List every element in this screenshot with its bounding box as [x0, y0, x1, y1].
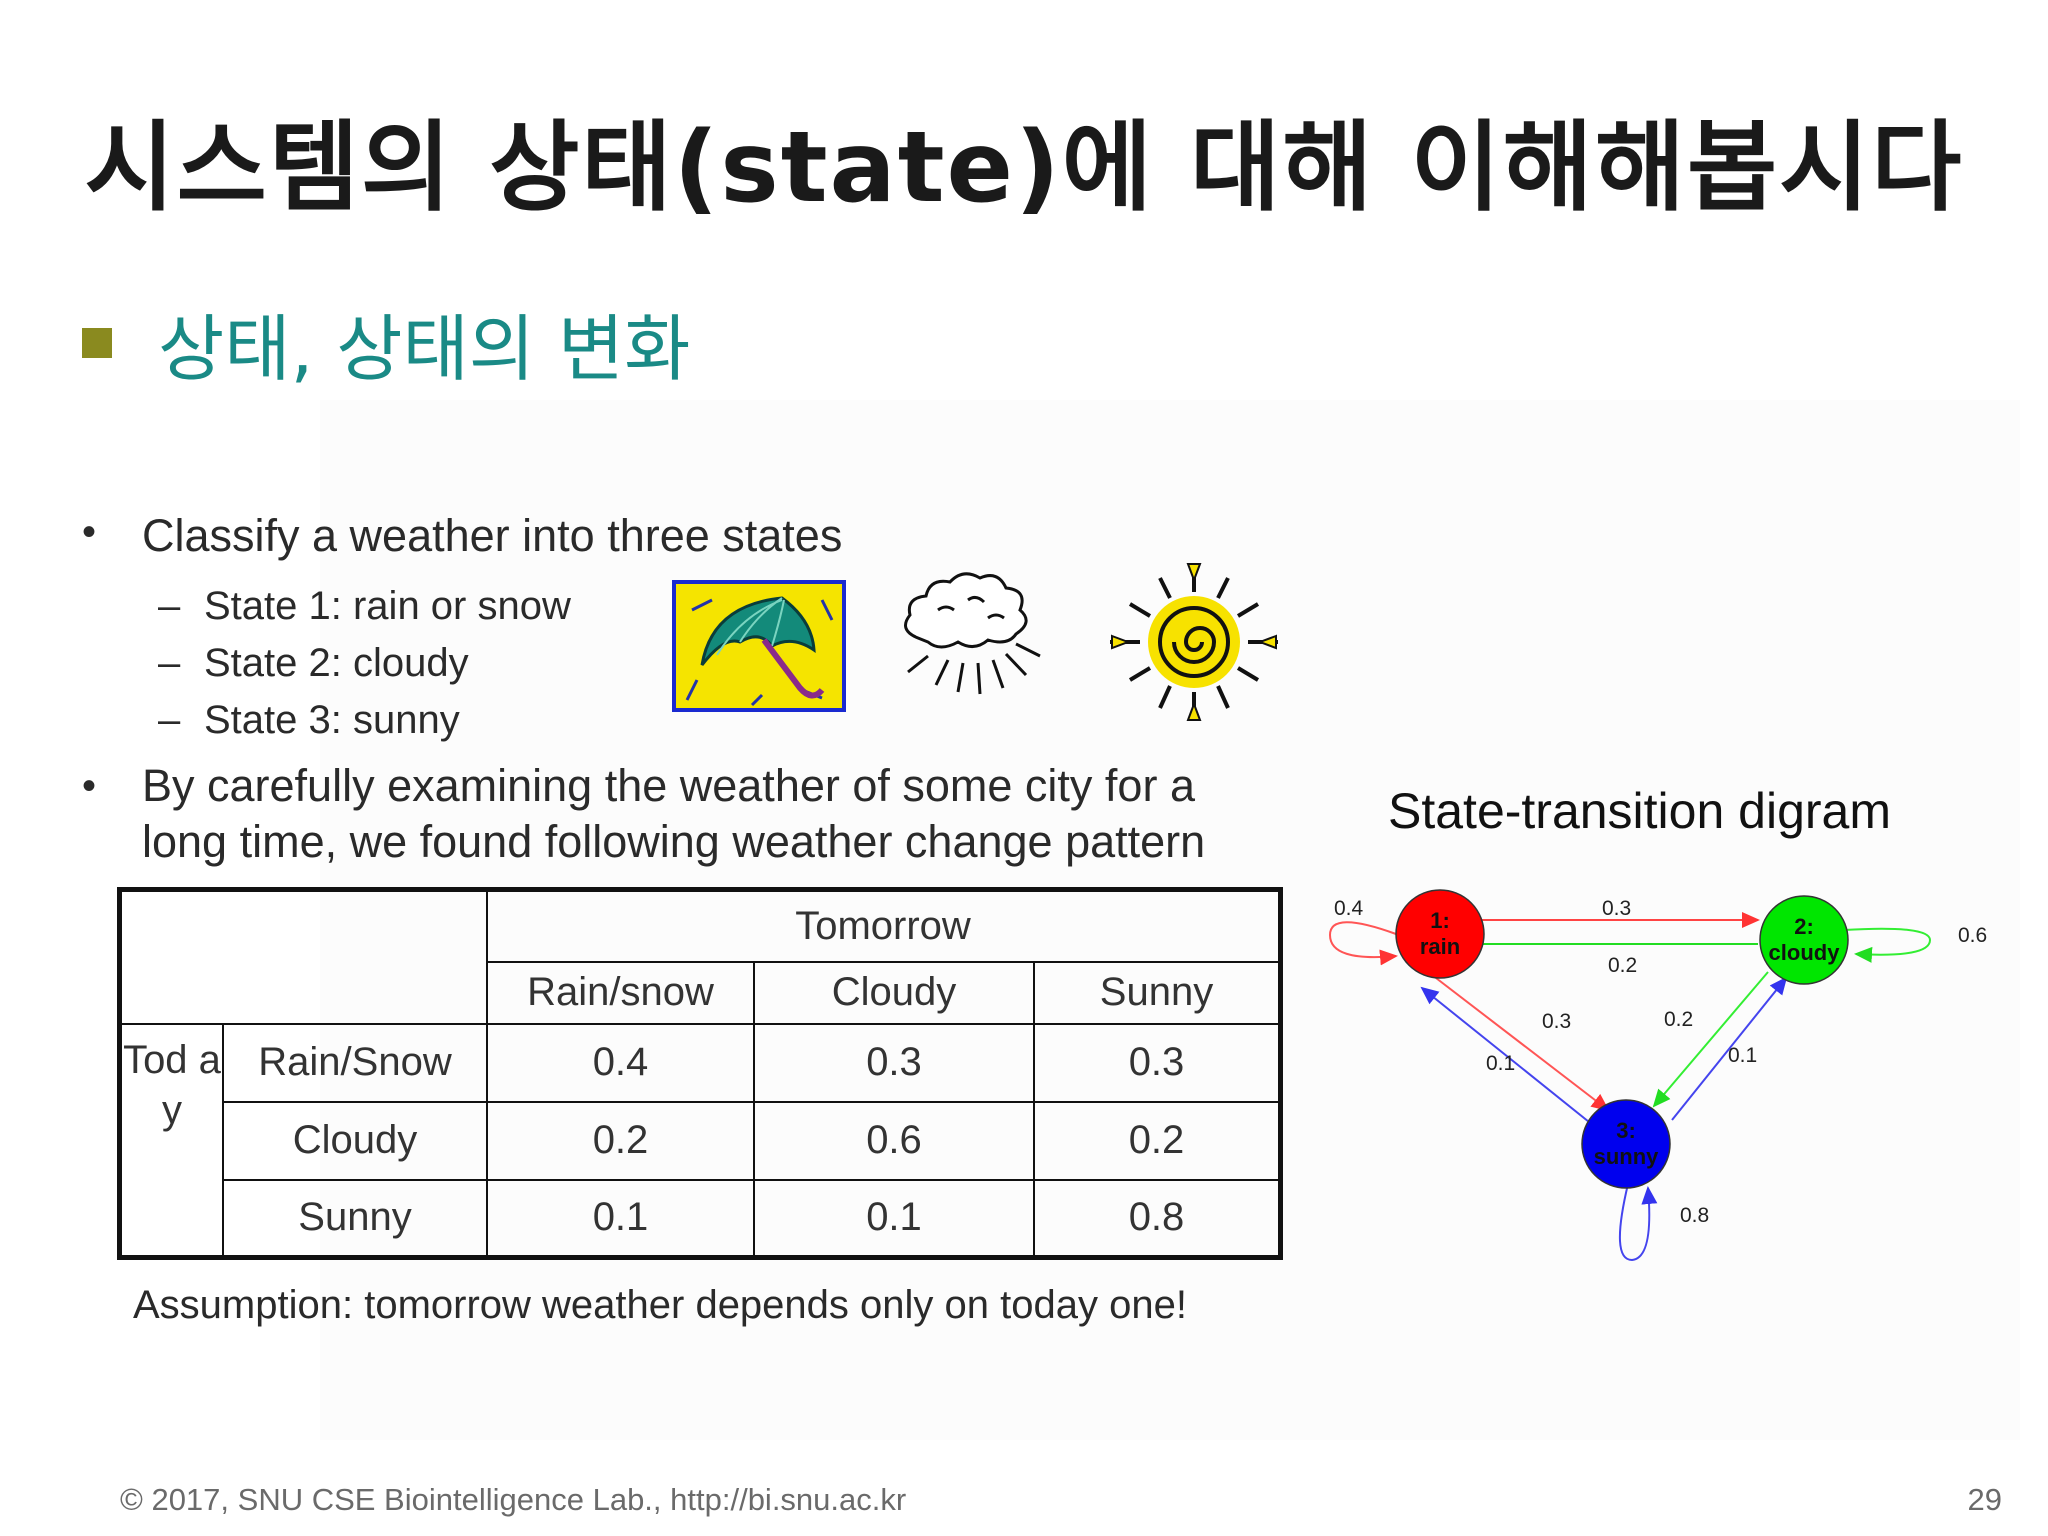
diagram-title: State-transition digram	[1388, 783, 1892, 839]
bullet-classify-text: Classify a weather into three states	[142, 510, 843, 561]
square-bullet-icon	[82, 327, 112, 358]
svg-text:2:: 2:	[1794, 914, 1814, 939]
label-cloudy-to-sunny: 0.2	[1664, 1008, 1693, 1031]
state-list: – State 1: rain or snow – State 2: cloudy …	[158, 578, 571, 749]
row-header: Cloudy	[222, 1100, 488, 1181]
dash: –	[158, 698, 181, 742]
umbrella-icon	[672, 580, 846, 712]
table-cell: 0.4	[486, 1022, 755, 1103]
state-item-3: – State 3: sunny	[158, 692, 571, 749]
table-cell: 0.1	[486, 1178, 755, 1259]
table-corner	[118, 888, 488, 1025]
bullet-observation-line1: By carefully examining the weather of so…	[142, 760, 1195, 811]
col-header: Cloudy	[753, 960, 1035, 1025]
col-header: Sunny	[1033, 960, 1282, 1025]
col-header: Rain/snow	[486, 960, 755, 1025]
header-tomorrow: Tomorrow	[486, 888, 1282, 963]
edge-cloudy-to-sunny	[1652, 971, 1769, 1108]
edge-cloudy-self	[1843, 927, 1932, 963]
cloud-sun-icon	[904, 572, 1041, 695]
label-rain-to-sunny: 0.3	[1542, 1010, 1571, 1033]
bullet-observation: • By carefully examining the weather of …	[82, 758, 1205, 870]
footer-copyright: © 2017, SNU CSE Biointelligence Lab., ht…	[120, 1482, 907, 1517]
dash: –	[158, 641, 181, 685]
svg-text:1:: 1:	[1430, 908, 1450, 933]
edge-sunny-self	[1619, 1183, 1658, 1262]
label-cloudy-to-rain: 0.2	[1608, 954, 1637, 977]
label-sunny-self: 0.8	[1680, 1204, 1709, 1227]
label-rain-self: 0.4	[1334, 897, 1364, 920]
state-transition-diagram: 1: rain 2: cloudy 3: sunny 0.4 0.3 0.2 0…	[1328, 889, 1987, 1262]
slide-title: 시스템의 상태(state)에 대해 이해해봅시다	[84, 111, 1964, 225]
state-item-1: – State 1: rain or snow	[158, 578, 571, 635]
svg-text:3:: 3:	[1616, 1118, 1636, 1143]
state-item-text: State 3: sunny	[204, 698, 460, 742]
bullet-observation-line2: long time, we found following weather ch…	[142, 816, 1206, 867]
node-rain: 1: rain	[1395, 889, 1485, 979]
state-item-text: State 2: cloudy	[204, 641, 469, 685]
edge-sunny-to-cloudy	[1671, 976, 1788, 1121]
bullet-dot: •	[82, 510, 97, 554]
table-cell: 0.1	[753, 1178, 1035, 1259]
table-cell: 0.2	[486, 1100, 755, 1181]
state-item-text: State 1: rain or snow	[204, 584, 571, 628]
label-cloudy-self: 0.6	[1958, 924, 1987, 947]
section-heading-text: 상태, 상태의 변화	[158, 307, 691, 391]
svg-text:cloudy: cloudy	[1769, 940, 1841, 965]
label-sunny-to-cloudy: 0.1	[1728, 1044, 1757, 1067]
node-sunny: 3: sunny	[1581, 1099, 1671, 1189]
assumption-note: Assumption: tomorrow weather depends onl…	[133, 1283, 1187, 1327]
transition-table: Tomorrow Rain/snow Cloudy Sunny Tod ay R…	[117, 887, 1283, 1260]
section-heading: 상태, 상태의 변화	[82, 290, 690, 395]
edge-rain-to-sunny	[1435, 977, 1610, 1112]
svg-text:rain: rain	[1420, 934, 1460, 959]
bullet-dot: •	[82, 764, 97, 808]
node-cloudy: 2: cloudy	[1759, 895, 1849, 985]
table-cell: 0.2	[1033, 1100, 1282, 1181]
table-cell: 0.8	[1033, 1178, 1282, 1259]
dash: –	[158, 584, 181, 628]
label-sunny-to-rain: 0.1	[1486, 1052, 1515, 1075]
table-cell: 0.6	[753, 1100, 1035, 1181]
edge-sunny-to-rain	[1420, 986, 1595, 1127]
edge-rain-self	[1328, 921, 1398, 966]
header-today: Tod ay	[118, 1022, 224, 1259]
sun-icon	[1110, 563, 1278, 721]
table-cell: 0.3	[1033, 1022, 1282, 1103]
row-header: Sunny	[222, 1178, 488, 1259]
row-header: Rain/Snow	[222, 1022, 488, 1103]
state-item-2: – State 2: cloudy	[158, 635, 571, 692]
table-cell: 0.3	[753, 1022, 1035, 1103]
page-number: 29	[1967, 1482, 2002, 1517]
bullet-classify: • Classify a weather into three states	[82, 510, 842, 562]
svg-text:sunny: sunny	[1594, 1144, 1660, 1169]
label-rain-to-cloudy: 0.3	[1602, 897, 1631, 920]
